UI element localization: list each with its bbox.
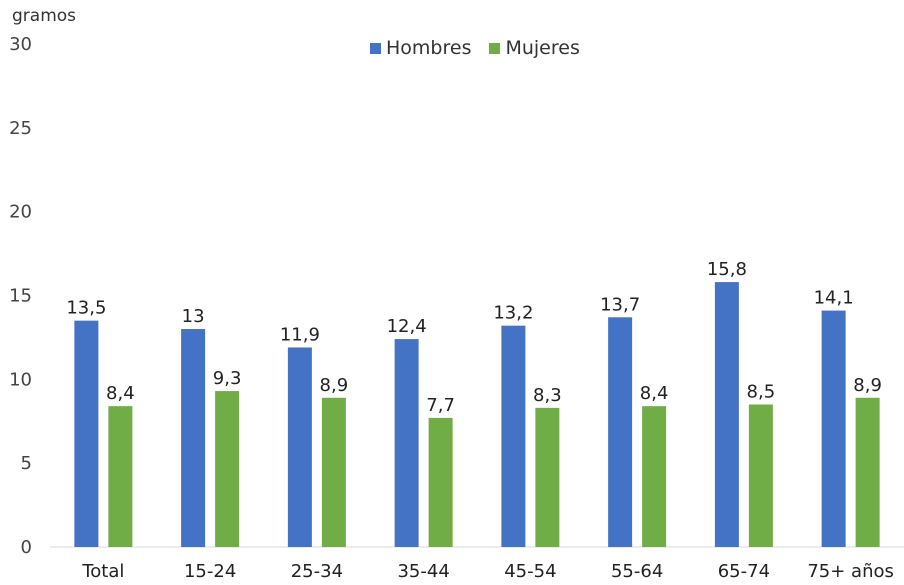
bar-hombres-4: [501, 325, 526, 547]
data-label-hombres-5: 13,7: [600, 294, 640, 315]
data-label-mujeres-1: 9,3: [213, 368, 242, 389]
bar-hombres-3: [394, 339, 419, 547]
y-unit-label: gramos: [12, 6, 77, 26]
y-tick-label-1: 5: [21, 453, 32, 474]
legend-swatch-mujeres: [489, 42, 501, 54]
data-label-hombres-4: 13,2: [493, 303, 533, 324]
data-label-mujeres-3: 7,7: [426, 395, 455, 416]
data-label-hombres-0: 13,5: [66, 298, 106, 319]
bar-mujeres-6: [748, 404, 773, 547]
data-label-hombres-2: 11,9: [280, 324, 320, 345]
data-label-mujeres-4: 8,3: [533, 385, 562, 406]
bar-mujeres-5: [642, 406, 667, 547]
chart-legend: Hombres Mujeres: [370, 37, 598, 59]
bar-mujeres-0: [108, 406, 133, 547]
y-tick-label-3: 15: [9, 286, 32, 307]
bar-mujeres-2: [321, 397, 346, 547]
y-tick-label-5: 25: [9, 118, 32, 139]
bar-hombres-2: [287, 347, 312, 547]
data-label-hombres-1: 13: [182, 306, 205, 327]
legend-label-hombres: Hombres: [386, 37, 472, 59]
x-tick-label-1: 15-24: [184, 561, 236, 582]
x-tick-label-4: 45-54: [504, 561, 556, 582]
bar-hombres-7: [821, 310, 846, 547]
legend-item-hombres: Hombres: [370, 37, 471, 59]
data-label-mujeres-6: 8,5: [747, 381, 776, 402]
bar-mujeres-1: [215, 391, 240, 547]
data-label-mujeres-2: 8,9: [320, 375, 349, 396]
data-label-hombres-7: 14,1: [814, 288, 854, 309]
data-label-hombres-6: 15,8: [707, 259, 747, 280]
data-label-mujeres-0: 8,4: [106, 383, 135, 404]
data-label-hombres-3: 12,4: [387, 316, 427, 337]
x-tick-label-2: 25-34: [291, 561, 343, 582]
x-tick-label-7: 75+ años: [807, 561, 894, 582]
bar-mujeres-3: [428, 417, 453, 547]
x-tick-label-3: 35-44: [397, 561, 449, 582]
data-label-mujeres-5: 8,4: [640, 383, 669, 404]
y-tick-label-6: 30: [9, 34, 32, 55]
bar-mujeres-4: [535, 407, 560, 547]
bar-hombres-0: [74, 320, 99, 547]
data-label-mujeres-7: 8,9: [853, 375, 882, 396]
bar-hombres-6: [714, 282, 739, 547]
x-tick-label-0: Total: [81, 561, 124, 582]
y-tick-label-0: 0: [21, 537, 32, 558]
legend-label-mujeres: Mujeres: [505, 37, 580, 59]
x-tick-label-5: 55-64: [611, 561, 663, 582]
bar-mujeres-7: [855, 397, 880, 547]
y-tick-label-2: 10: [9, 369, 32, 390]
bar-hombres-1: [181, 329, 206, 547]
x-tick-label-6: 65-74: [718, 561, 770, 582]
bar-hombres-5: [608, 317, 633, 547]
y-tick-label-4: 20: [9, 202, 32, 223]
legend-swatch-hombres: [370, 42, 381, 54]
legend-item-mujeres: Mujeres: [489, 37, 580, 59]
